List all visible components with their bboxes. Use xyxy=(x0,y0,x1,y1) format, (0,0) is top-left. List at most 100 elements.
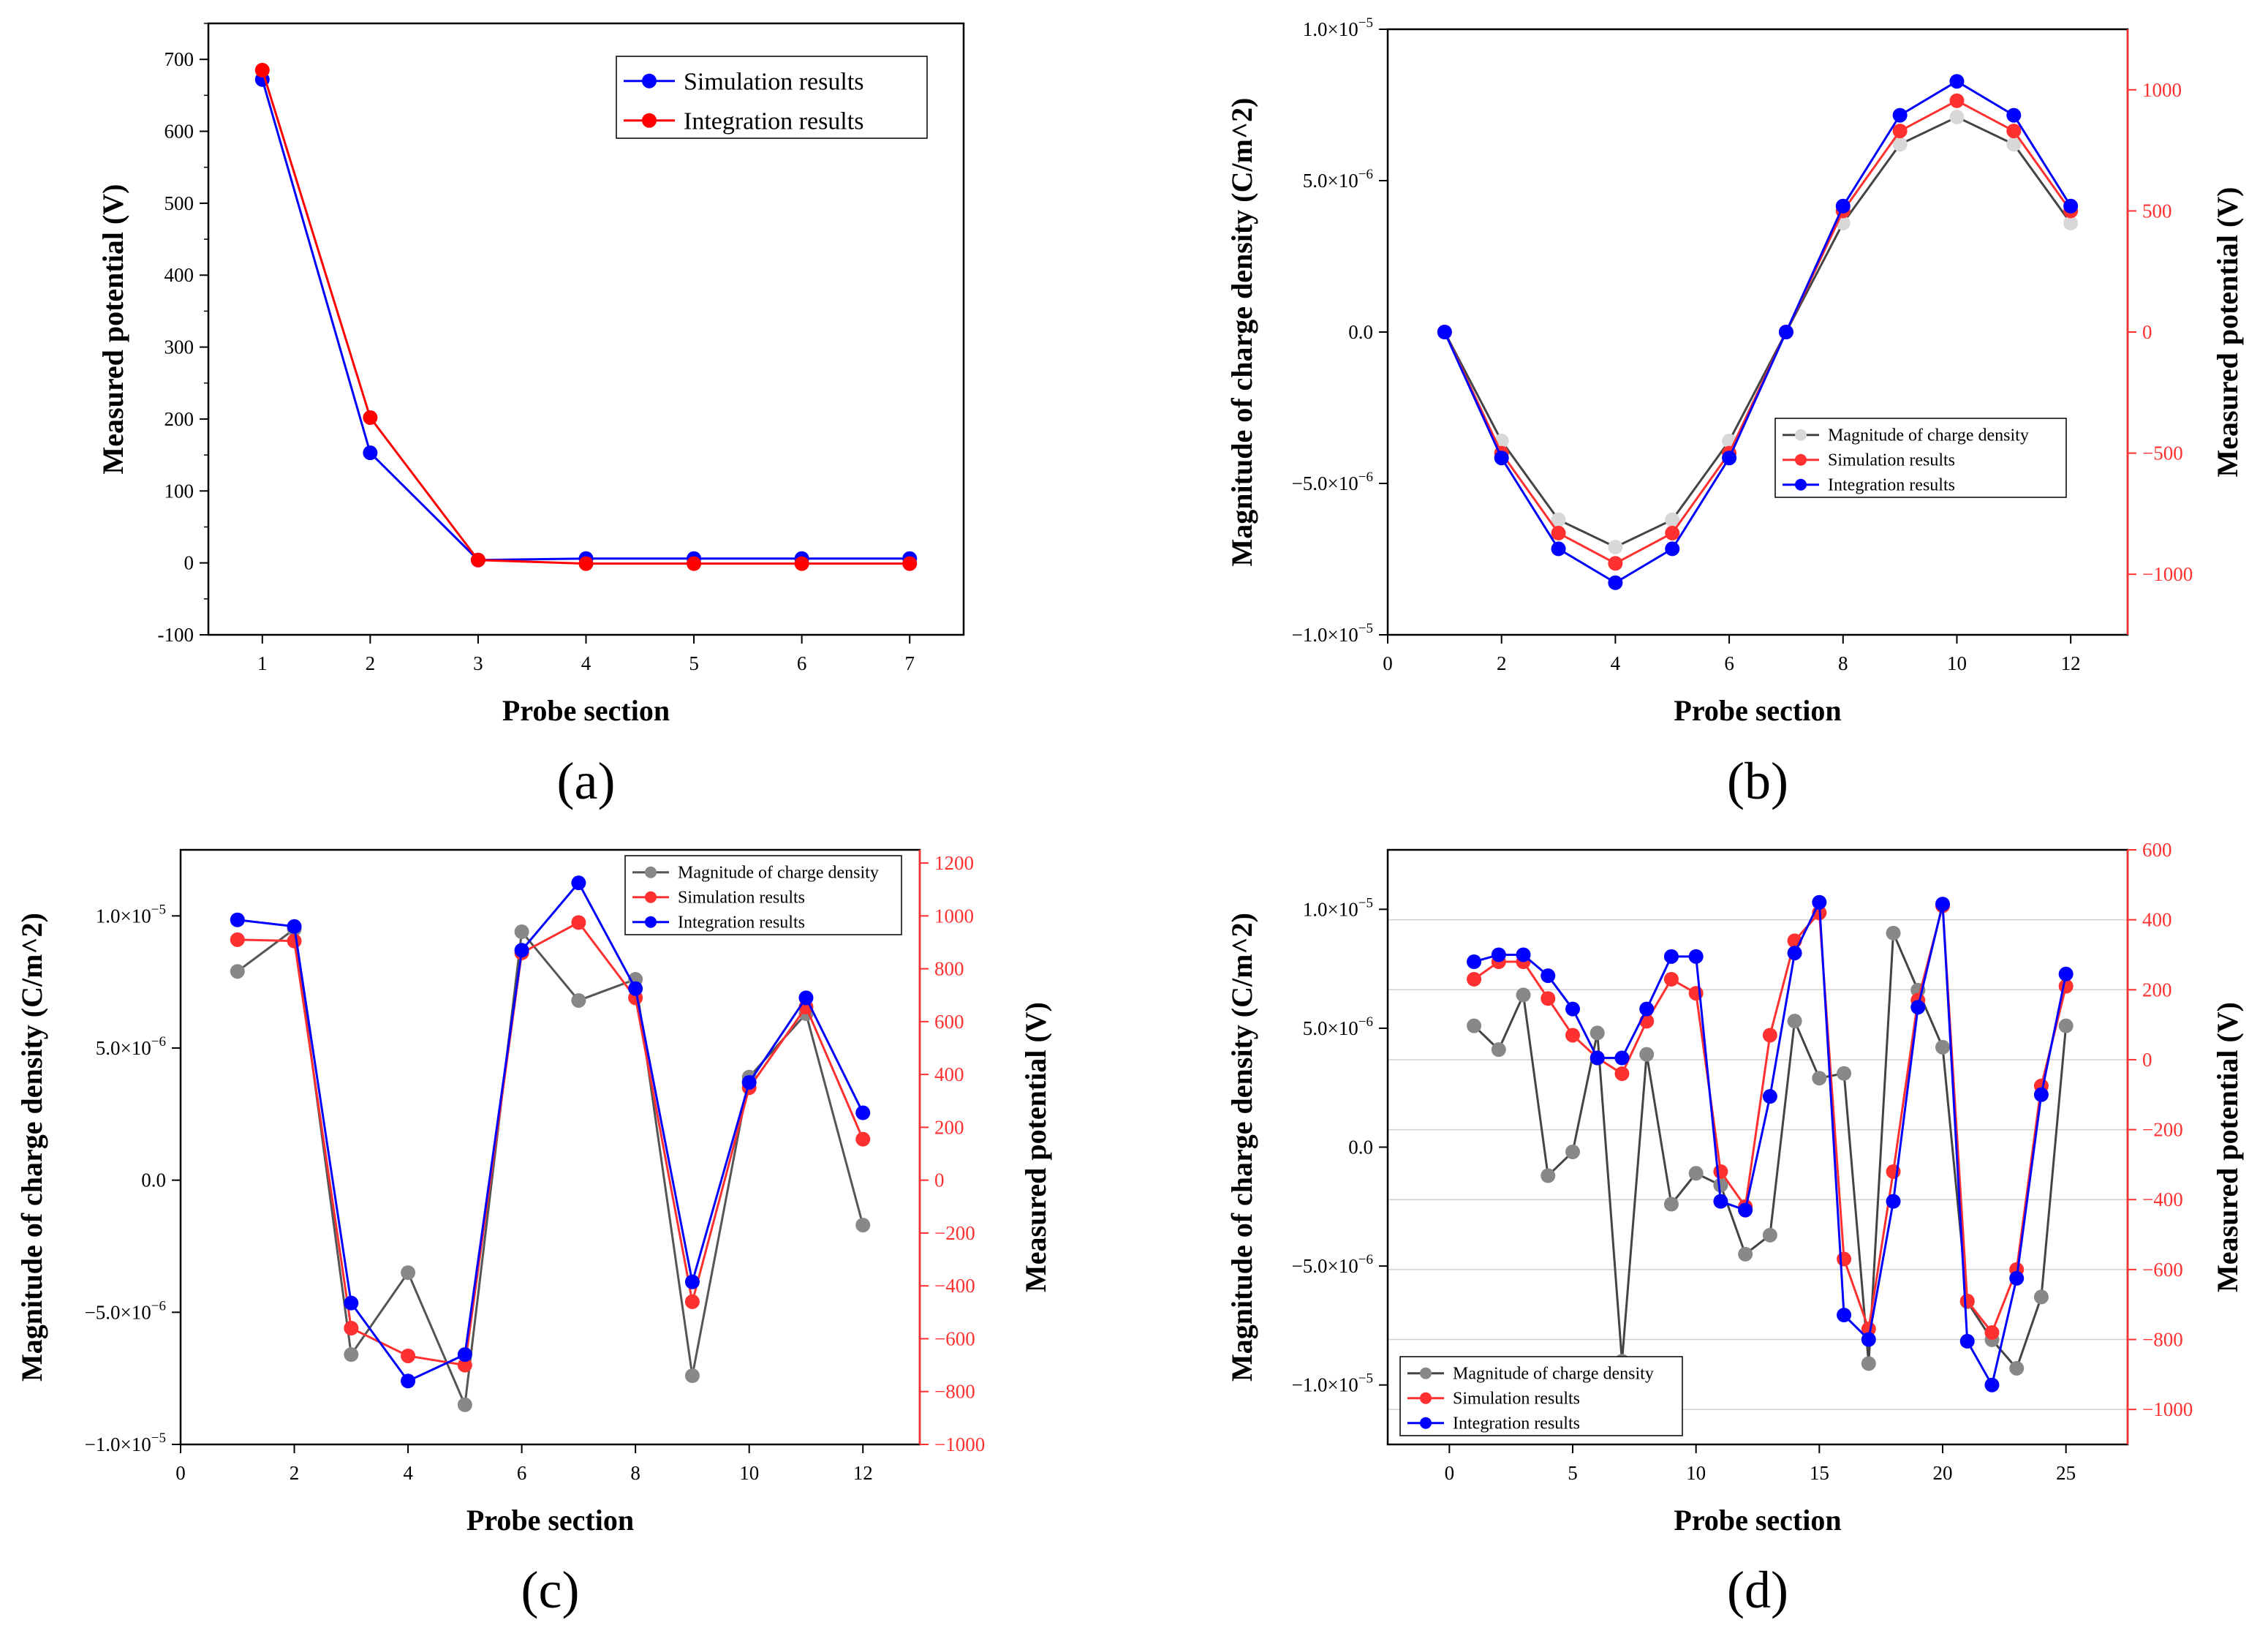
y-tick-label: −1.0×10−5 xyxy=(85,1431,166,1455)
y-tick-label: 600 xyxy=(165,121,194,143)
data-point xyxy=(684,1294,700,1309)
y-axis-label: Measured potential (V) xyxy=(97,184,129,475)
data-point xyxy=(1713,1164,1728,1179)
data-point xyxy=(1663,971,1679,987)
data-point xyxy=(855,1218,871,1233)
y-tick-label: 300 xyxy=(165,336,194,358)
legend-entry: Integration results xyxy=(1453,1414,1580,1433)
data-point xyxy=(1541,991,1556,1006)
x-tick-label: 4 xyxy=(1611,652,1621,674)
x-tick-label: 6 xyxy=(797,652,807,674)
x-tick-label: 8 xyxy=(1838,652,1848,674)
y-tick-label: 400 xyxy=(165,264,194,286)
data-point xyxy=(1608,556,1623,571)
data-point xyxy=(457,1357,472,1373)
y-tick-label: 0 xyxy=(184,552,194,574)
data-point xyxy=(1491,1042,1506,1058)
data-point xyxy=(1516,987,1531,1003)
data-point xyxy=(1713,1177,1728,1193)
data-point xyxy=(1835,198,1851,214)
data-point xyxy=(1984,1324,2000,1340)
legend-box xyxy=(1399,1356,1683,1436)
data-point xyxy=(1541,1168,1556,1183)
y2-tick-label: 400 xyxy=(2142,909,2172,931)
x-tick-label: 8 xyxy=(630,1462,640,1484)
x-tick-label: 15 xyxy=(1810,1462,1829,1484)
y2-tick-label: 800 xyxy=(934,958,964,980)
x-tick-label: 6 xyxy=(517,1462,527,1484)
y2-axis-label: Measured potential (V) xyxy=(2211,187,2244,478)
x-tick-label: 20 xyxy=(1933,1462,1953,1484)
legend-swatch-marker xyxy=(645,891,657,903)
y2-tick-label: −800 xyxy=(934,1381,975,1403)
data-point xyxy=(1787,1014,1802,1029)
data-point xyxy=(571,915,586,930)
data-point xyxy=(1959,1333,1975,1349)
data-point xyxy=(401,1348,416,1363)
data-point xyxy=(1565,1145,1580,1160)
data-point xyxy=(2063,198,2079,214)
data-point xyxy=(628,981,643,996)
data-point xyxy=(1590,1050,1605,1066)
y-tick-label: -100 xyxy=(158,624,194,646)
legend: Magnitude of charge density Simulation re… xyxy=(1774,418,2067,498)
legend-swatch-marker xyxy=(642,73,657,88)
data-point xyxy=(684,1274,700,1289)
data-point xyxy=(1494,451,1509,466)
x-tick-label: 5 xyxy=(1568,1462,1578,1484)
data-point xyxy=(287,919,302,934)
data-point xyxy=(1949,110,1965,125)
data-point xyxy=(401,1265,416,1281)
y-tick-label: 0.0 xyxy=(1348,1137,1373,1158)
y2-axis-label: Measured potential (V) xyxy=(1019,1002,1052,1292)
x-tick-label: 25 xyxy=(2056,1462,2076,1484)
series-line-2 xyxy=(237,881,864,1383)
y2-tick-label: 400 xyxy=(934,1063,964,1085)
data-point xyxy=(1812,1071,1827,1086)
data-point xyxy=(1910,1000,1926,1015)
data-point xyxy=(1861,1356,1876,1371)
data-point xyxy=(798,990,814,1006)
legend: Simulation results Integration results xyxy=(616,56,928,139)
y-tick-label: −5.0×10−6 xyxy=(85,1298,166,1323)
data-point xyxy=(1565,1028,1580,1043)
y-axis-label: Magnitude of charge density (C/m^2) xyxy=(1225,98,1258,567)
y2-tick-label: 0 xyxy=(2142,1049,2152,1071)
legend-swatch-marker xyxy=(645,866,657,878)
data-point xyxy=(1837,1308,1852,1323)
data-point xyxy=(1762,1227,1777,1243)
y-tick-label: 200 xyxy=(165,408,194,430)
data-point xyxy=(2009,1270,2025,1286)
data-point xyxy=(1665,525,1680,540)
y-tick-label: 5.0×10−6 xyxy=(1303,167,1373,192)
data-point xyxy=(363,410,378,425)
y2-tick-label: −600 xyxy=(2142,1259,2183,1281)
series-line-2 xyxy=(1443,80,2072,584)
y2-tick-label: −1000 xyxy=(934,1433,985,1455)
legend-swatch-marker xyxy=(642,113,657,128)
data-point xyxy=(344,1321,359,1336)
data-point xyxy=(684,1368,700,1384)
legend-entry: Integration results xyxy=(1828,476,1955,495)
legend-entry: Magnitude of charge density xyxy=(1828,426,2029,445)
panel-label: (a) xyxy=(557,752,616,810)
x-tick-label: 4 xyxy=(403,1462,413,1484)
y2-tick-label: 200 xyxy=(2142,979,2172,1000)
legend-box xyxy=(624,855,902,935)
data-point xyxy=(1778,325,1793,339)
data-point xyxy=(1738,1202,1753,1218)
panel-label: (b) xyxy=(1727,752,1788,810)
x-tick-label: 2 xyxy=(1497,652,1507,674)
legend-swatch-marker xyxy=(1420,1367,1432,1379)
y2-tick-label: −800 xyxy=(2142,1329,2183,1351)
data-point xyxy=(855,1105,871,1120)
data-point xyxy=(1491,947,1506,962)
x-tick-label: 3 xyxy=(473,652,483,674)
y-tick-label: 0.0 xyxy=(141,1169,166,1191)
y-tick-label: −1.0×10−5 xyxy=(1292,621,1373,646)
series-line-1 xyxy=(1473,905,2068,1335)
data-point xyxy=(457,1397,472,1412)
data-point xyxy=(1861,1322,1876,1337)
chart-panel-a: 1 2 3 4 5 6 7 -100 0 100 200 300 400 500 600 700 Probe s… xyxy=(97,22,965,810)
data-point xyxy=(1639,1047,1655,1062)
